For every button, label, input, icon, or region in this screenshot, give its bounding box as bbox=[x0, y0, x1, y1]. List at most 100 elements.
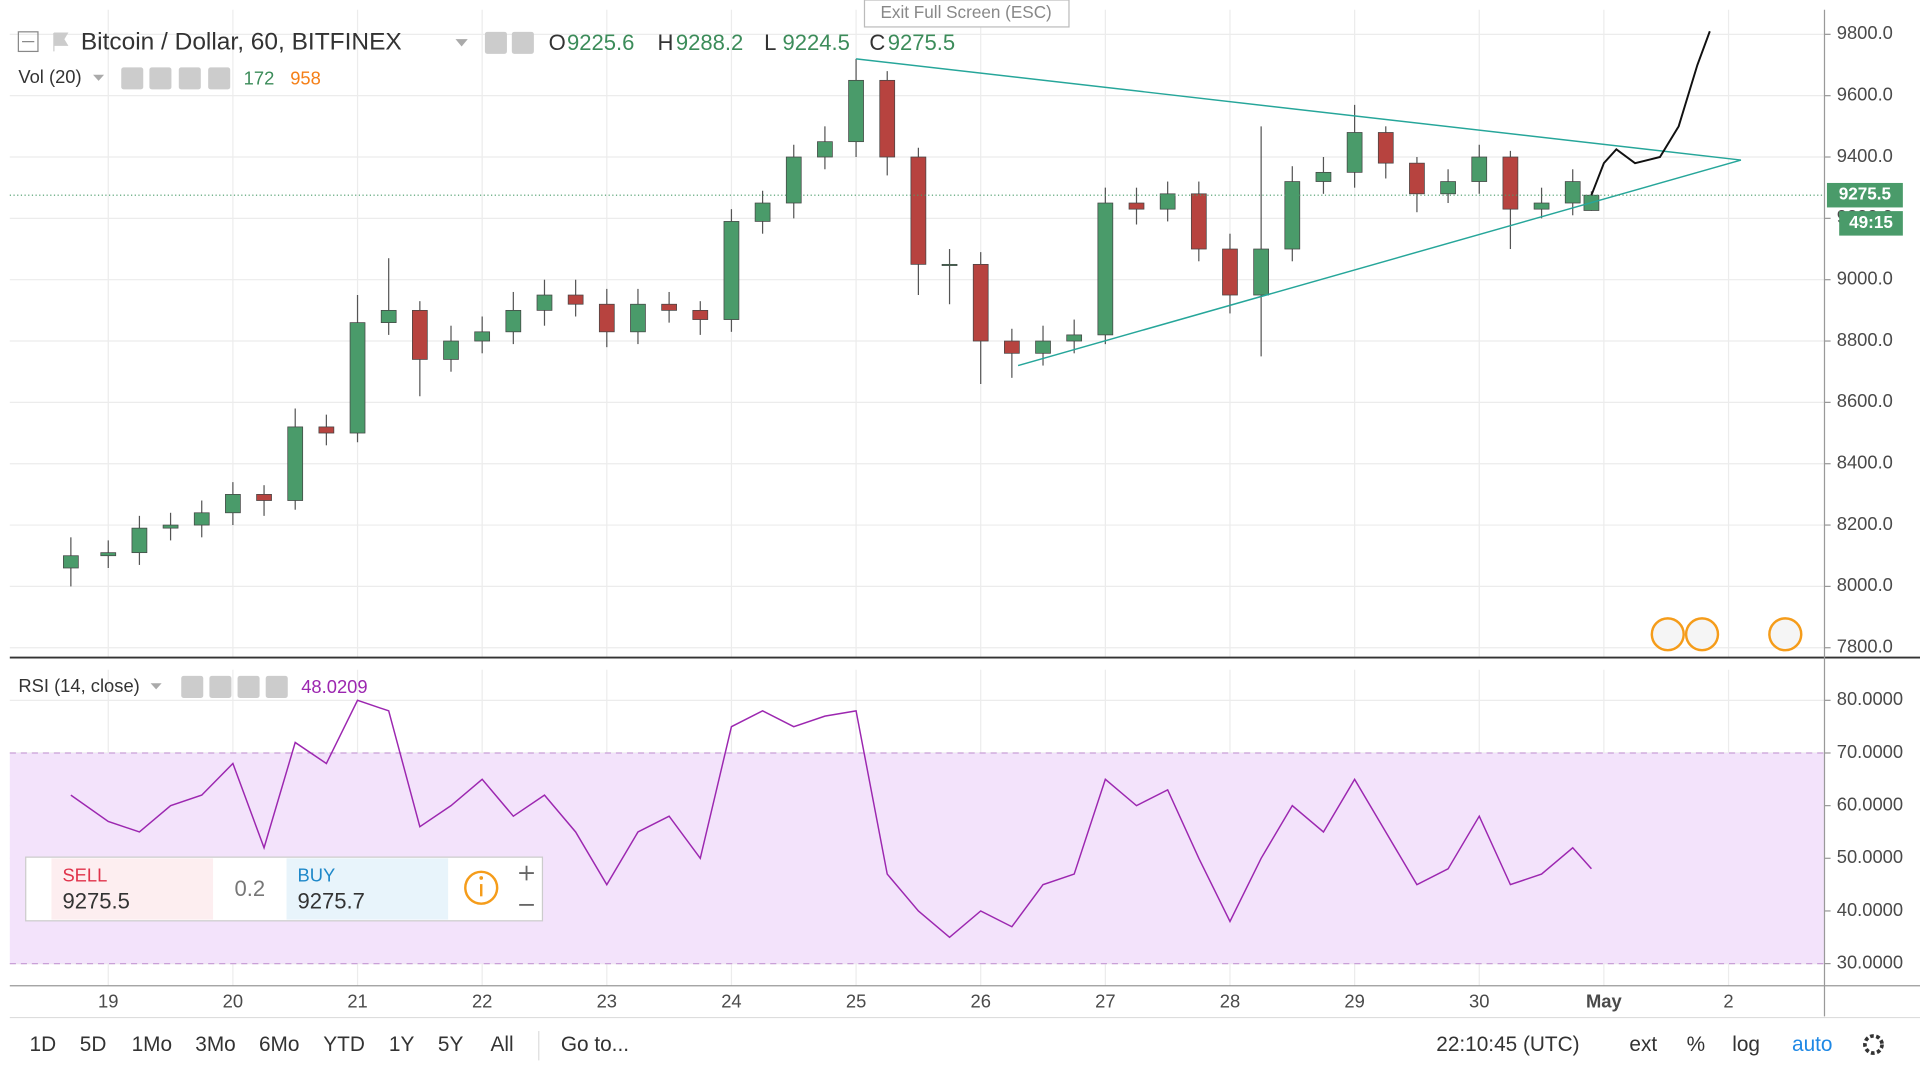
timeframe-button[interactable]: 3Mo bbox=[195, 1033, 235, 1056]
timeframe-button[interactable]: 1Y bbox=[389, 1033, 415, 1056]
candle-body bbox=[1066, 334, 1083, 342]
buy-button[interactable] bbox=[286, 858, 449, 920]
exit-fullscreen-text[interactable]: Exit Full Screen (ESC) bbox=[880, 2, 1051, 22]
last-price-label: 9275.5 bbox=[1839, 184, 1892, 204]
eye-icon[interactable] bbox=[484, 31, 507, 54]
candle-body bbox=[972, 263, 989, 342]
timeframe-button[interactable]: 6Mo bbox=[259, 1033, 299, 1056]
countdown-tag bbox=[1839, 211, 1903, 236]
add-icon[interactable] bbox=[178, 67, 201, 90]
candle-body bbox=[848, 79, 864, 143]
axis-option[interactable]: auto bbox=[1792, 1033, 1832, 1056]
y-tick-label: 8800.0 bbox=[1837, 329, 1893, 350]
axes: 19 20 21 22 23 24 25 26 27 28 29 30 May 2 7800.0 8000.0… bbox=[98, 22, 1903, 1012]
y-tick-label: 50.0000 bbox=[1837, 846, 1903, 867]
vol-value: 172 bbox=[244, 67, 275, 88]
axis-option[interactable]: ext bbox=[1629, 1033, 1657, 1056]
event-flag[interactable] bbox=[1684, 617, 1720, 652]
candle-body bbox=[630, 303, 646, 333]
y-tick-label: 9000.0 bbox=[1837, 268, 1893, 289]
candle-body bbox=[754, 202, 771, 222]
timeframe-button[interactable]: 5Y bbox=[438, 1033, 464, 1056]
y-tick-label: 9400.0 bbox=[1837, 145, 1893, 166]
x-tick-label: 20 bbox=[223, 991, 243, 1012]
info-icon[interactable] bbox=[464, 870, 499, 905]
trendline[interactable] bbox=[1017, 159, 1742, 367]
x-tick-label: 26 bbox=[970, 991, 990, 1012]
bottom-toolbar: 1D 5D 1Mo 3Mo 6Mo YTD 1Y 5Y All Go to... 22:10:45 … bbox=[30, 1031, 1832, 1061]
y-tick-label: 8200.0 bbox=[1837, 513, 1893, 534]
candle-body bbox=[1377, 132, 1394, 164]
event-flag[interactable] bbox=[1768, 617, 1803, 652]
x-tick-label: 25 bbox=[846, 991, 866, 1012]
eye-icon[interactable] bbox=[121, 67, 144, 90]
candle-body bbox=[1502, 156, 1519, 210]
x-tick-label: 30 bbox=[1469, 991, 1489, 1012]
x-tick-label: 2 bbox=[1723, 991, 1733, 1012]
qty-plus[interactable] bbox=[519, 865, 534, 881]
candle-body bbox=[1284, 181, 1301, 250]
projection-path[interactable] bbox=[1590, 30, 1711, 196]
add-icon[interactable] bbox=[237, 675, 260, 698]
axis-option[interactable]: log bbox=[1732, 1033, 1760, 1056]
x-tick-label: 21 bbox=[347, 991, 367, 1012]
candle-body bbox=[1159, 193, 1176, 210]
buy-price[interactable]: 9275.7 bbox=[298, 888, 365, 913]
candle-body bbox=[63, 555, 79, 569]
buy-label[interactable]: BUY bbox=[298, 865, 336, 886]
goto-button[interactable]: Go to... bbox=[561, 1033, 629, 1056]
dropdown-arrow[interactable] bbox=[93, 74, 105, 81]
candle-body bbox=[536, 294, 553, 311]
symbol-title: Bitcoin / Dollar, 60, BITFINEX bbox=[81, 28, 402, 55]
candle-body bbox=[817, 141, 833, 158]
x-tick-label: 28 bbox=[1220, 991, 1240, 1012]
sell-price[interactable]: 9275.5 bbox=[62, 888, 129, 913]
timeframe-button[interactable]: All bbox=[490, 1033, 513, 1056]
candle-body bbox=[1097, 202, 1114, 336]
timeframe-button[interactable]: 1D bbox=[30, 1033, 57, 1056]
timeframe-button[interactable]: 5D bbox=[80, 1033, 107, 1056]
x-tick-label: 22 bbox=[472, 991, 492, 1012]
candle-body bbox=[1222, 248, 1238, 296]
y-tick-label: 9800.0 bbox=[1837, 22, 1893, 43]
trendline[interactable] bbox=[855, 58, 1742, 161]
candle-body bbox=[1440, 181, 1456, 195]
candle-body bbox=[162, 524, 179, 529]
timeframe-button[interactable]: 1Mo bbox=[132, 1033, 172, 1056]
event-flag[interactable] bbox=[1650, 617, 1685, 652]
flag-icon[interactable] bbox=[53, 32, 69, 52]
candle-body bbox=[1346, 132, 1363, 173]
remove-icon[interactable] bbox=[265, 675, 288, 698]
dropdown-arrow[interactable] bbox=[455, 39, 468, 47]
candle-body bbox=[131, 527, 148, 554]
settings-icon[interactable] bbox=[511, 31, 534, 54]
eye-icon[interactable] bbox=[181, 675, 204, 698]
ohlc-value: 9275.5 bbox=[888, 30, 955, 55]
rsi-value: 48.0209 bbox=[301, 676, 367, 697]
candle-body bbox=[1253, 248, 1269, 296]
candle-body bbox=[723, 221, 740, 320]
timeframe-button[interactable]: YTD bbox=[323, 1033, 365, 1056]
x-tick-label: 29 bbox=[1344, 991, 1364, 1012]
ohlc-label: C bbox=[869, 30, 885, 55]
x-tick-label: 27 bbox=[1095, 991, 1115, 1012]
vol-legend: Vol (20) bbox=[18, 66, 81, 87]
candle-body bbox=[1190, 193, 1207, 250]
ohlc-value: 9288.2 bbox=[676, 30, 743, 55]
candle-body bbox=[598, 303, 615, 333]
spread: 0.2 bbox=[234, 876, 265, 901]
candle-body bbox=[193, 512, 210, 526]
x-tick-label: 23 bbox=[597, 991, 617, 1012]
candle-body bbox=[1004, 340, 1020, 354]
ohlc-value: 9224.5 bbox=[782, 30, 849, 55]
collapse-icon[interactable] bbox=[17, 31, 39, 53]
sell-button[interactable] bbox=[51, 858, 214, 920]
settings-icon[interactable] bbox=[209, 675, 232, 698]
candle-body bbox=[287, 426, 304, 501]
exit-fullscreen-button[interactable] bbox=[863, 0, 1070, 28]
axis-option[interactable]: % bbox=[1687, 1033, 1705, 1056]
settings-icon[interactable] bbox=[149, 67, 172, 90]
remove-icon[interactable] bbox=[208, 67, 231, 90]
dropdown-arrow[interactable] bbox=[150, 683, 162, 690]
sell-label[interactable]: SELL bbox=[62, 865, 107, 886]
